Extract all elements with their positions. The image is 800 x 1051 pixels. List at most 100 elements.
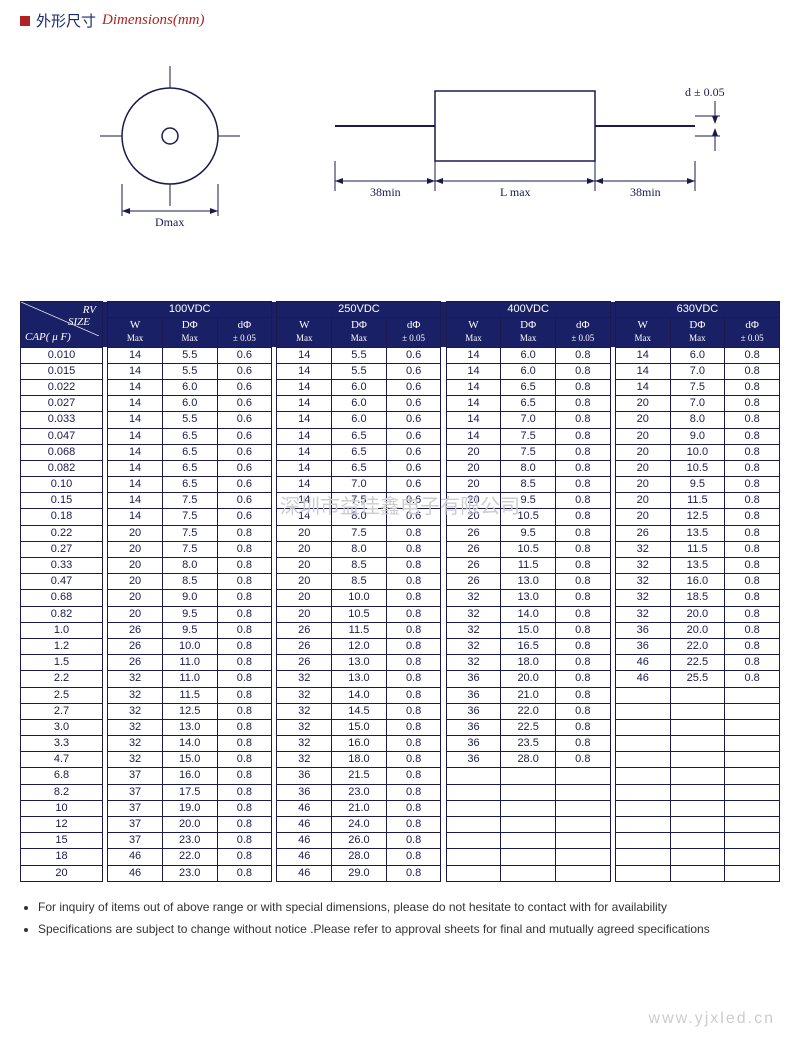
data-cell: 32	[277, 687, 332, 703]
data-cell: 0.8	[386, 833, 441, 849]
table-row: 0.82209.50.82010.50.83214.00.83220.00.8	[21, 606, 780, 622]
data-cell: 0.8	[217, 752, 272, 768]
data-cell: 28.0	[501, 752, 556, 768]
data-cell: 0.8	[555, 687, 610, 703]
data-cell: 20	[615, 412, 670, 428]
data-cell: 0.8	[386, 736, 441, 752]
data-cell: 24.0	[332, 817, 387, 833]
data-cell: 32	[108, 719, 163, 735]
data-cell: 0.8	[386, 768, 441, 784]
data-cell: 32	[615, 590, 670, 606]
data-cell	[615, 736, 670, 752]
data-cell: 32	[108, 752, 163, 768]
data-cell: 0.8	[555, 622, 610, 638]
data-cell: 32	[277, 752, 332, 768]
data-cell: 37	[108, 768, 163, 784]
sub-header: WMax	[446, 318, 501, 347]
data-cell: 21.0	[501, 687, 556, 703]
data-cell: 0.6	[386, 379, 441, 395]
data-cell: 32	[277, 671, 332, 687]
data-cell: 32	[108, 736, 163, 752]
data-cell	[725, 784, 780, 800]
data-cell: 11.5	[670, 541, 725, 557]
data-cell: 0.8	[725, 493, 780, 509]
data-cell: 14	[277, 460, 332, 476]
data-cell	[670, 833, 725, 849]
data-cell: 14	[108, 412, 163, 428]
data-cell: 0.8	[386, 849, 441, 865]
table-row: 0.022146.00.6146.00.6146.50.8147.50.8	[21, 379, 780, 395]
sub-header: DΦMax	[162, 318, 217, 347]
data-cell	[615, 719, 670, 735]
data-cell: 0.8	[725, 444, 780, 460]
table-row: 0.10146.50.6147.00.6208.50.8209.50.8	[21, 477, 780, 493]
sub-header: DΦMax	[501, 318, 556, 347]
data-cell: 22.0	[162, 849, 217, 865]
data-cell: 6.0	[501, 363, 556, 379]
data-cell: 26	[277, 622, 332, 638]
data-cell: 7.0	[332, 477, 387, 493]
data-cell	[670, 687, 725, 703]
data-cell: 46	[277, 817, 332, 833]
sub-header: WMax	[615, 318, 670, 347]
voltage-header: 630VDC	[615, 302, 779, 318]
voltage-header: 100VDC	[108, 302, 272, 318]
data-cell: 14	[446, 379, 501, 395]
corner-cell: RV SIZE CAP( μ F)	[21, 302, 103, 348]
data-cell	[725, 687, 780, 703]
data-cell	[725, 736, 780, 752]
data-cell: 0.8	[217, 638, 272, 654]
data-cell	[446, 784, 501, 800]
data-cell: 0.8	[217, 849, 272, 865]
data-cell: 0.8	[555, 509, 610, 525]
data-cell: 0.8	[217, 590, 272, 606]
data-cell: 26	[446, 558, 501, 574]
data-cell: 0.8	[386, 525, 441, 541]
data-cell: 36	[446, 687, 501, 703]
data-cell: 46	[277, 849, 332, 865]
table-body: 0.010145.50.6145.50.6146.00.8146.00.80.0…	[21, 347, 780, 881]
data-cell: 28.0	[332, 849, 387, 865]
data-cell: 22.0	[501, 703, 556, 719]
table-row: 123720.00.84624.00.8	[21, 817, 780, 833]
data-cell: 0.6	[217, 428, 272, 444]
data-cell: 0.8	[386, 655, 441, 671]
data-cell: 0.8	[555, 493, 610, 509]
data-cell: 20	[108, 606, 163, 622]
data-cell: 0.6	[386, 428, 441, 444]
data-cell: 0.8	[386, 671, 441, 687]
data-cell: 14.0	[162, 736, 217, 752]
cap-cell: 0.15	[21, 493, 103, 509]
data-cell: 22.5	[501, 719, 556, 735]
data-cell: 0.8	[555, 396, 610, 412]
data-cell: 14	[108, 347, 163, 363]
cap-cell: 0.27	[21, 541, 103, 557]
data-cell: 0.8	[725, 574, 780, 590]
data-cell: 7.5	[332, 493, 387, 509]
note-item: For inquiry of items out of above range …	[38, 900, 780, 914]
data-cell: 22.5	[670, 655, 725, 671]
data-cell: 14	[277, 477, 332, 493]
table-row: 0.33208.00.8208.50.82611.50.83213.50.8	[21, 558, 780, 574]
data-cell: 16.5	[501, 638, 556, 654]
data-cell: 0.8	[555, 736, 610, 752]
data-cell	[555, 817, 610, 833]
data-cell: 0.8	[725, 541, 780, 557]
data-cell	[615, 752, 670, 768]
data-cell: 14.0	[332, 687, 387, 703]
data-cell: 20	[277, 558, 332, 574]
data-cell	[501, 833, 556, 849]
data-cell	[670, 817, 725, 833]
data-cell: 14	[446, 412, 501, 428]
data-cell	[501, 865, 556, 881]
data-cell: 10.0	[332, 590, 387, 606]
data-cell: 36	[615, 622, 670, 638]
cap-cell: 3.0	[21, 719, 103, 735]
data-cell	[725, 800, 780, 816]
data-cell: 0.8	[217, 736, 272, 752]
data-cell	[725, 833, 780, 849]
data-cell: 20	[277, 541, 332, 557]
data-cell: 26.0	[332, 833, 387, 849]
data-cell: 12.5	[670, 509, 725, 525]
data-cell	[615, 865, 670, 881]
